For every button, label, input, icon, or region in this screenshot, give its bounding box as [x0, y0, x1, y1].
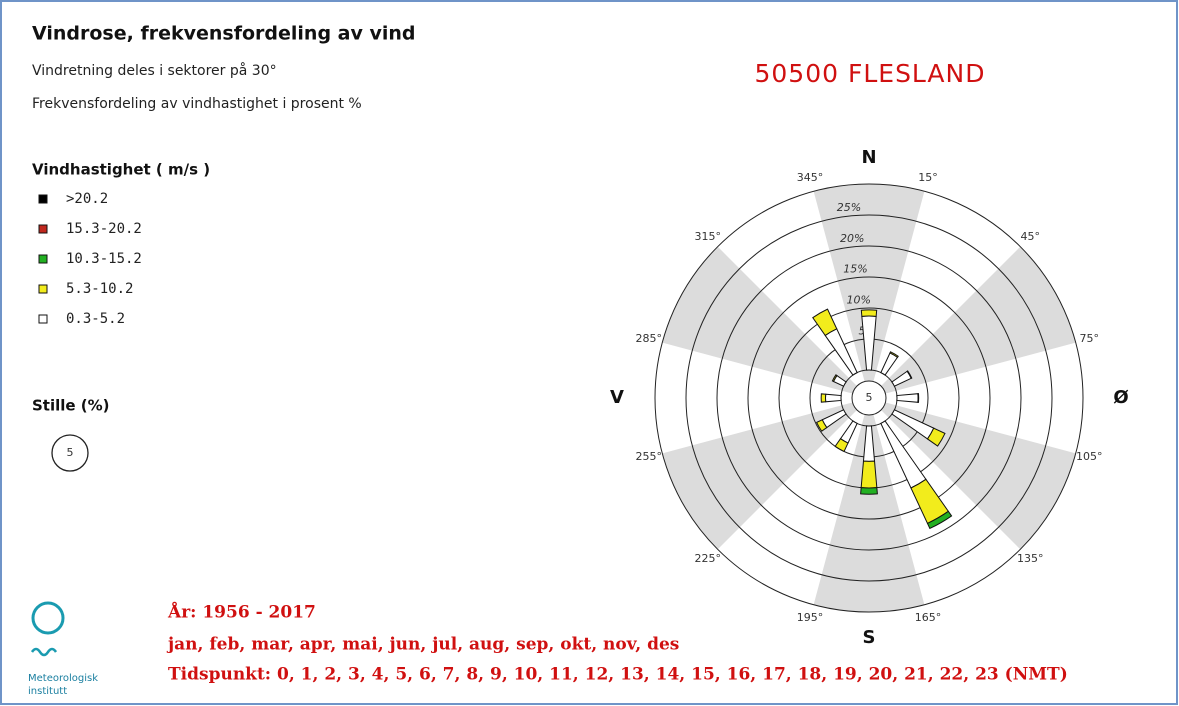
shaded-sector: [662, 246, 869, 398]
logo-wave: [30, 647, 58, 657]
legend-swatch: [38, 194, 48, 204]
bar-segment: [926, 427, 946, 447]
sector-label: 285°: [636, 332, 663, 345]
legend-label: >20.2: [66, 191, 108, 207]
legend-swatch: [38, 284, 48, 294]
ring-label: 25%: [837, 201, 861, 214]
sector-label: 105°: [1076, 450, 1103, 463]
legend-swatch: [38, 314, 48, 324]
shaded-sector: [813, 398, 925, 612]
bar-segment: [812, 308, 838, 337]
legend-label: 0.3-5.2: [66, 311, 125, 327]
sector-label: 315°: [695, 230, 722, 243]
ring-label: 20%: [840, 232, 864, 245]
ring: [685, 214, 1053, 582]
sector-label: 45°: [1020, 230, 1040, 243]
legend-swatch: [38, 224, 48, 234]
period: År: 1956 - 2017: [167, 601, 316, 623]
station: 50500 FLESLAND: [754, 59, 985, 88]
subtitle: Vindretning deles i sektorer på 30°: [32, 62, 277, 79]
ring-label: 5: [858, 324, 865, 337]
sector-label: 225°: [695, 552, 722, 565]
sector-label: 345°: [797, 171, 824, 184]
ring: [747, 276, 991, 520]
compass-label: V: [610, 387, 624, 408]
compass-label: N: [861, 147, 876, 168]
sector-label: 15°: [918, 171, 938, 184]
legend-label: 10.3-15.2: [66, 251, 142, 267]
shaded-sector: [869, 398, 1076, 550]
chart-title: Vindrose, frekvensfordeling av vind: [32, 23, 416, 45]
bar-segment: [825, 393, 842, 403]
bar-segment: [834, 438, 849, 453]
months: jan, feb, mar, apr, mai, jun, jul, aug, …: [166, 635, 679, 655]
bar-segment: [917, 393, 920, 403]
logo-circle: [31, 601, 65, 635]
calm-circle: [51, 434, 89, 472]
calm-value: 5: [67, 446, 74, 459]
legend-label: 15.3-20.2: [66, 221, 142, 237]
legend-label: 5.3-10.2: [66, 281, 133, 297]
sector-label: 135°: [1017, 552, 1044, 565]
sector-label: 75°: [1079, 332, 1099, 345]
bar-segment: [831, 374, 838, 383]
ring-label: 10%: [847, 294, 871, 307]
ring: [654, 183, 1084, 613]
legend-swatch: [38, 254, 48, 264]
sector-label: 255°: [636, 450, 663, 463]
sector-label: 165°: [915, 611, 942, 624]
bar-segment: [889, 351, 899, 358]
shaded-sector: [813, 184, 925, 398]
calm-center-value: 5: [866, 391, 873, 404]
compass-label: Ø: [1113, 387, 1128, 408]
bar-segment: [860, 309, 878, 317]
logo-text: institutt: [28, 686, 67, 697]
compass-label: S: [863, 627, 876, 648]
calm-title: Stille (%): [32, 397, 110, 415]
bar-segment: [926, 510, 953, 530]
bar-segment: [820, 393, 827, 403]
bar-segment: [815, 419, 828, 432]
ring: [716, 245, 1022, 551]
ring-label: 15%: [843, 263, 867, 276]
subtitle: Frekvensfordeling av vindhastighet i pro…: [32, 96, 362, 112]
bar-segment: [860, 487, 878, 495]
shaded-sector: [662, 398, 869, 550]
bar-segment: [896, 393, 919, 403]
shaded-sector: [869, 246, 1076, 398]
sector-label: 195°: [797, 611, 824, 624]
hours: Tidspunkt: 0, 1, 2, 3, 4, 5, 6, 7, 8, 9,…: [168, 665, 1068, 685]
bar-segment: [906, 370, 913, 379]
legend-title: Vindhastighet ( m/s ): [32, 161, 210, 179]
calm-center: [851, 380, 887, 416]
logo-text: Meteorologisk: [28, 673, 98, 684]
bar-segment: [860, 460, 878, 489]
